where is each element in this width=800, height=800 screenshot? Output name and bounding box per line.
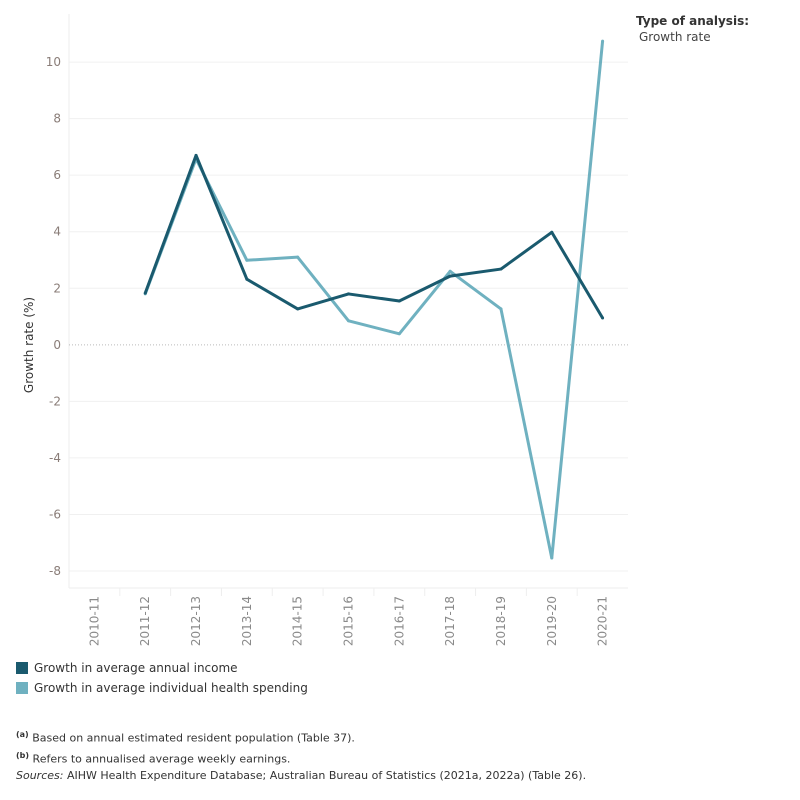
data-point <box>245 258 249 262</box>
data-point <box>397 332 401 336</box>
analysis-type-filter[interactable]: Type of analysis: Growth rate <box>636 14 749 44</box>
filter-title: Type of analysis: <box>636 14 750 28</box>
y-tick-label: 8 <box>53 112 61 126</box>
legend-label: Growth in average annual income <box>34 661 238 675</box>
x-tick-label: 2013-14 <box>240 596 254 646</box>
y-tick-label: 4 <box>53 225 61 239</box>
x-tick-label: 2015-16 <box>342 596 356 646</box>
footnote-marker: (a) <box>16 730 29 739</box>
data-point <box>296 307 300 311</box>
y-axis-label: Growth rate (%) <box>22 297 36 393</box>
line-chart: Growth rate (%) -8 -6 -4 -2 0 2 4 6 8 10 2010-11 20… <box>22 14 628 646</box>
data-point <box>245 277 249 281</box>
legend-item-income[interactable]: Growth in average annual income <box>16 658 308 678</box>
data-point <box>143 291 147 295</box>
y-tick-label: -8 <box>49 564 61 578</box>
footnote-a: (a) Based on annual estimated resident p… <box>16 726 586 747</box>
footnote-text: Refers to annualised average weekly earn… <box>32 752 291 766</box>
x-tick-label: 2014-15 <box>291 596 305 646</box>
data-point <box>194 153 198 157</box>
x-tick-label: 2010-11 <box>87 596 101 646</box>
series-line <box>143 40 605 560</box>
x-tick-label: 2020-21 <box>596 596 610 646</box>
legend-label: Growth in average individual health spen… <box>34 681 308 695</box>
data-point <box>499 267 503 271</box>
y-tick-label: 10 <box>46 55 61 69</box>
x-tick-label: 2019-20 <box>545 596 559 646</box>
y-tick-label: 0 <box>53 338 61 352</box>
data-point <box>601 39 605 43</box>
data-point <box>296 255 300 259</box>
filter-value[interactable]: Growth rate <box>639 30 711 44</box>
footnote-text: Based on annual estimated resident popul… <box>32 731 355 745</box>
footnote-b: (b) Refers to annualised average weekly … <box>16 747 586 768</box>
data-point <box>601 316 605 320</box>
x-tick-label: 2016-17 <box>392 596 406 646</box>
x-tick-label: 2017-18 <box>443 596 457 646</box>
data-point <box>550 556 554 560</box>
data-point <box>448 269 452 273</box>
legend-swatch-income <box>16 662 28 674</box>
x-tick-label: 2018-19 <box>494 596 508 646</box>
y-tick-label: -6 <box>49 507 61 521</box>
y-tick-label: 6 <box>53 168 61 182</box>
series-line <box>143 153 604 319</box>
sources: Sources: AIHW Health Expenditure Databas… <box>16 767 586 784</box>
x-tick-label: 2011-12 <box>138 596 152 646</box>
data-point <box>448 274 452 278</box>
sources-label: Sources: <box>16 769 64 783</box>
footnote-marker: (b) <box>16 750 30 760</box>
data-point <box>499 307 503 311</box>
x-tick-label: 2012-13 <box>189 596 203 646</box>
data-point <box>550 230 554 234</box>
y-tick-label: -4 <box>49 451 61 465</box>
y-tick-label: -2 <box>49 394 61 408</box>
legend-swatch-health <box>16 682 28 694</box>
sources-text: AIHW Health Expenditure Database; Austra… <box>66 769 587 783</box>
data-point <box>347 292 350 296</box>
y-tick-label: 2 <box>53 281 61 295</box>
footnotes: (a) Based on annual estimated resident p… <box>16 726 586 784</box>
data-point <box>397 299 401 303</box>
legend: Growth in average annual income Growth i… <box>16 658 308 698</box>
legend-item-health-spending[interactable]: Growth in average individual health spen… <box>16 678 308 698</box>
data-point <box>347 319 350 323</box>
